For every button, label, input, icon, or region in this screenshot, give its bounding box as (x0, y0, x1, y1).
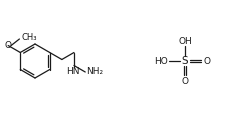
Text: O: O (4, 41, 11, 50)
Text: S: S (182, 56, 188, 66)
Text: O: O (203, 56, 210, 66)
Text: O: O (182, 77, 188, 85)
Text: HO: HO (154, 56, 168, 66)
Text: OH: OH (178, 37, 192, 46)
Text: NH₂: NH₂ (86, 68, 103, 77)
Text: HN: HN (66, 67, 80, 76)
Text: CH₃: CH₃ (21, 33, 37, 43)
